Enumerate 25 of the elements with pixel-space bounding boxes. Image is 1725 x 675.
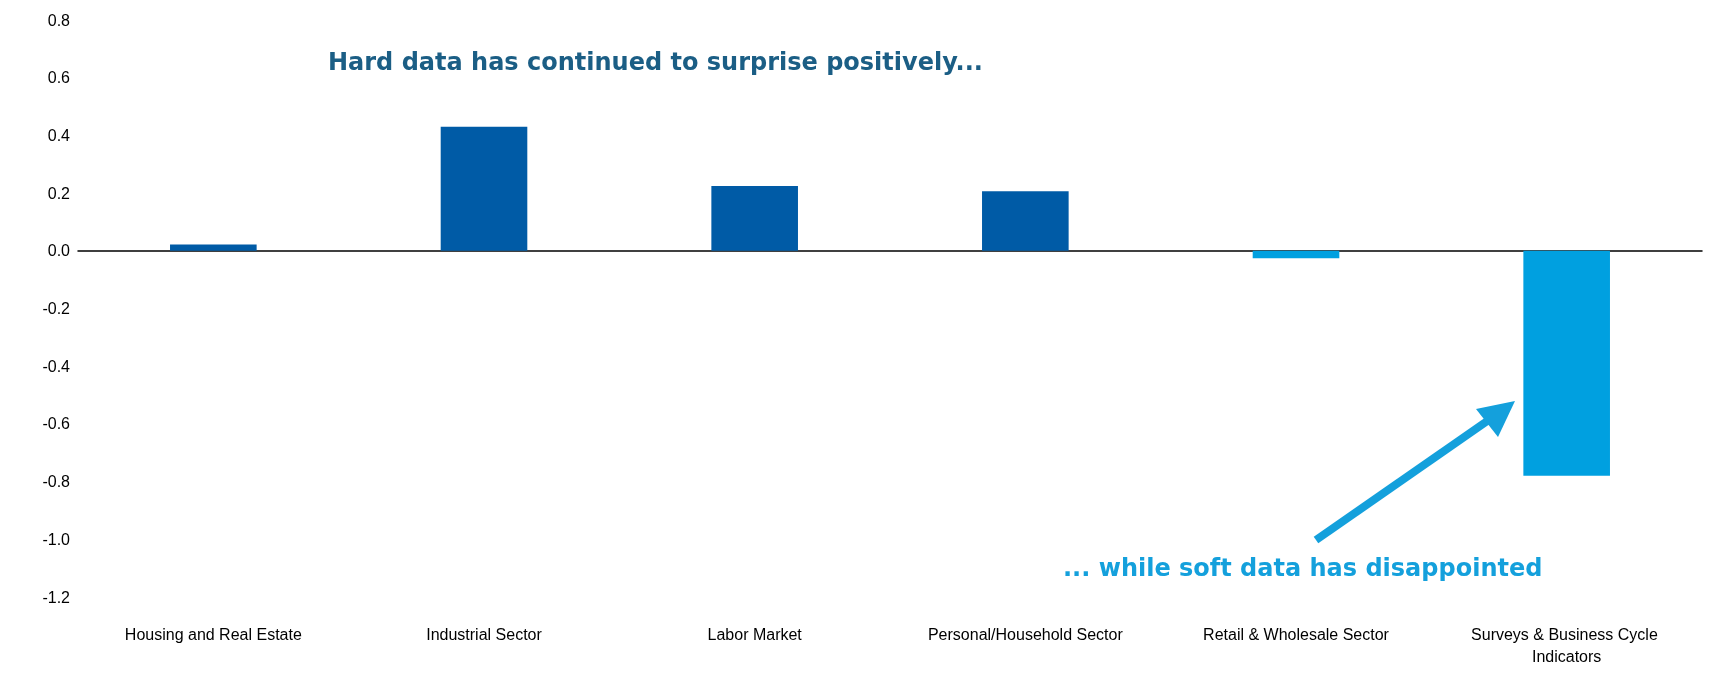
annotation: ... while soft data has disappointed [1063, 554, 1543, 582]
y-tick-label: -0.4 [42, 357, 71, 375]
y-tick-label: -0.8 [42, 473, 71, 491]
y-tick-label: -1.0 [42, 530, 71, 548]
y-tick-label: -1.2 [42, 588, 71, 606]
y-tick-label: 0.2 [47, 184, 71, 202]
x-tick-label: Retail & Wholesale Sector [1203, 625, 1390, 643]
y-tick-label: -0.6 [42, 415, 71, 433]
y-tick-label: 0.8 [47, 11, 71, 29]
bar [711, 185, 798, 251]
y-tick-label: 0.4 [47, 126, 71, 144]
annotation: Hard data has continued to surprise positively... [328, 48, 983, 76]
x-tick-label: Housing and Real Estate [124, 625, 302, 643]
bar [440, 126, 528, 251]
x-tick-label: Industrial Sector [426, 625, 543, 643]
bar [1523, 250, 1610, 476]
x-tick-label: Personal/Household Sector [927, 625, 1124, 643]
bar [1252, 250, 1340, 259]
x-tick-label: Surveys & Business Cycle Indicators [1471, 625, 1663, 665]
y-tick-label: -0.2 [42, 300, 71, 317]
y-tick-label: 0.0 [47, 242, 71, 260]
x-tick-label: Labor Market [707, 625, 803, 643]
y-tick-label: 0.6 [47, 69, 71, 87]
bar [982, 191, 1069, 251]
bar [170, 244, 257, 251]
